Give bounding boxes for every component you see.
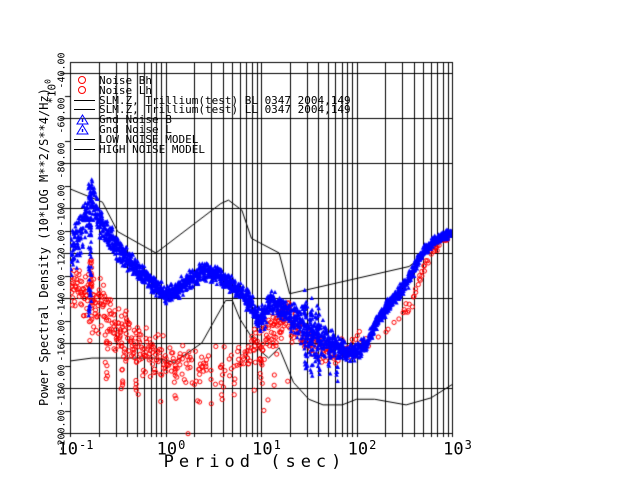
legend-item-label: Gnd Noise L: [99, 123, 172, 136]
legend-item-label: Noise Lh: [99, 83, 152, 97]
legend-item: HIGH NOISE MODEL: [74, 142, 205, 156]
legend-item: Noise Lh: [74, 83, 152, 97]
x-tick-label: 10-1: [57, 438, 94, 460]
legend-item-label: Noise Bh: [99, 74, 152, 87]
x-tick-label: 100: [156, 438, 186, 460]
legend-item: Gnd Noise L: [74, 123, 172, 136]
x-axis-title: Period (sec): [163, 452, 347, 472]
noise-circle-marker-icon: [74, 85, 96, 96]
legend-item: SLM.Z, Trillium(test) BL 0347 2004,149: [74, 93, 351, 107]
y-axis-title: Power Spectral Density (10*LOG M**2/S**4…: [37, 87, 51, 406]
gnd-noise-triangle-marker-icon: [74, 124, 96, 135]
legend-item-label: LOW NOISE MODEL: [99, 132, 199, 146]
legend-item-label: Gnd Noise B: [99, 113, 172, 127]
model-line-marker-icon: [74, 96, 96, 106]
legend-item: SLM.Z, Trillium(test) LL 0347 2004,149: [74, 103, 351, 117]
legend-item: Noise Bh: [74, 74, 152, 87]
noise-circle-marker-icon: [74, 76, 96, 86]
legend-item-label: SLM.Z, Trillium(test) BL 0347 2004,149: [99, 93, 351, 107]
legend-item: LOW NOISE MODEL: [74, 132, 199, 146]
model-line-marker-icon: [74, 105, 96, 115]
legend-item-label: SLM.Z, Trillium(test) LL 0347 2004,149: [99, 103, 351, 117]
model-line-marker-icon: [74, 135, 96, 145]
legend-item-label: HIGH NOISE MODEL: [99, 142, 205, 156]
x-tick-label: 102: [347, 438, 377, 460]
x-tick-label: 103: [443, 438, 472, 460]
model-line-marker-icon: [74, 145, 96, 155]
x-tick-label: 101: [252, 438, 281, 460]
